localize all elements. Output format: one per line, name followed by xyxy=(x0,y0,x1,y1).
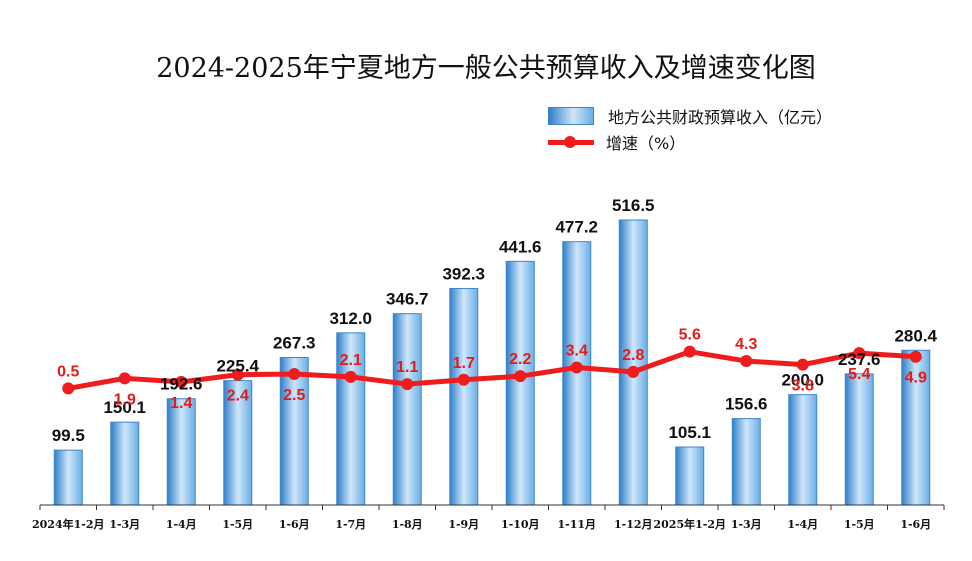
bar-14 xyxy=(844,373,874,506)
legend-label-revenue: 地方公共财政预算收入（亿元） xyxy=(608,108,833,127)
legend-item-revenue: 地方公共财政预算收入（亿元） xyxy=(548,104,832,128)
growth-line xyxy=(67,349,916,391)
bar-value-label-5: 312.0 xyxy=(329,309,372,328)
growth-point-8 xyxy=(514,370,527,383)
bar-0 xyxy=(53,449,83,506)
x-tick-label: 1-4月 xyxy=(166,518,197,531)
growth-point-5 xyxy=(344,370,357,383)
bar-value-label-3: 225.4 xyxy=(216,357,259,376)
growth-value-label-1: 1.9 xyxy=(114,391,136,408)
legend-bar-swatch xyxy=(548,107,594,125)
bar-value-label-9: 477.2 xyxy=(555,218,598,237)
bar-5 xyxy=(336,332,366,506)
x-tick-label: 1-4月 xyxy=(787,518,818,531)
growth-point-7 xyxy=(457,373,470,386)
growth-point-9 xyxy=(570,361,583,374)
growth-point-4 xyxy=(288,368,301,380)
legend-item-growth: 增速（%） xyxy=(548,130,832,154)
legend-line-swatch xyxy=(548,134,594,150)
bar-4 xyxy=(279,357,309,506)
bar-value-label-1: 150.1 xyxy=(103,398,146,417)
x-tick-label: 2024年1-2月 xyxy=(32,517,105,531)
bar-2 xyxy=(166,398,196,506)
x-tick-label: 1-6月 xyxy=(900,518,931,531)
x-tick-label: 1-11月 xyxy=(557,518,596,531)
growth-value-label-13: 3.8 xyxy=(792,378,814,395)
growth-value-label-14: 5.4 xyxy=(848,366,870,383)
growth-point-2 xyxy=(175,375,188,388)
x-tick-label: 1-7月 xyxy=(335,518,366,531)
bar-13 xyxy=(788,394,818,506)
growth-point-11 xyxy=(683,345,696,358)
growth-value-label-15: 4.9 xyxy=(905,370,927,387)
x-tick-label: 2025年1-2月 xyxy=(654,517,727,531)
bar-value-label-8: 441.6 xyxy=(499,237,542,256)
x-tick-label: 1-8月 xyxy=(392,518,423,531)
growth-value-label-8: 2.2 xyxy=(509,351,531,368)
bar-value-label-4: 267.3 xyxy=(273,334,316,353)
bar-value-label-10: 516.5 xyxy=(612,196,655,215)
bar-value-label-13: 200.0 xyxy=(781,371,824,390)
bar-12 xyxy=(731,418,761,506)
bar-value-label-0: 99.5 xyxy=(52,426,85,445)
bar-value-label-14: 237.6 xyxy=(838,350,881,369)
growth-point-15 xyxy=(909,350,922,363)
growth-value-label-7: 1.7 xyxy=(453,355,475,372)
x-tick-label: 1-3月 xyxy=(731,518,762,531)
bar-8 xyxy=(505,260,535,506)
bar-value-label-2: 192.6 xyxy=(160,375,203,394)
bar-6 xyxy=(392,313,422,506)
growth-point-3 xyxy=(231,368,244,381)
growth-point-14 xyxy=(853,347,866,360)
growth-value-label-2: 1.4 xyxy=(170,395,192,412)
growth-value-label-5: 2.1 xyxy=(340,352,362,369)
growth-value-label-10: 2.8 xyxy=(622,347,644,364)
growth-value-label-4: 2.5 xyxy=(283,387,305,404)
chart-title: 2024-2025年宁夏地方一般公共预算收入及增速变化图 xyxy=(156,53,816,84)
x-tick-label: 1-5月 xyxy=(844,518,875,531)
bar-7 xyxy=(449,288,479,506)
growth-value-label-12: 4.3 xyxy=(735,336,757,353)
x-tick-label: 1-12月 xyxy=(614,518,653,531)
bar-10 xyxy=(618,219,648,506)
bar-11 xyxy=(675,446,705,506)
x-tick-label: 1-6月 xyxy=(279,518,310,531)
growth-value-label-3: 2.4 xyxy=(227,388,249,405)
bar-value-label-12: 156.6 xyxy=(725,395,768,414)
legend: 地方公共财政预算收入（亿元） 增速（%） xyxy=(548,104,832,156)
bar-value-label-6: 346.7 xyxy=(386,290,429,309)
growth-point-1 xyxy=(118,372,131,385)
bar-3 xyxy=(223,380,253,506)
x-tick-label: 1-9月 xyxy=(448,518,479,531)
growth-point-12 xyxy=(740,355,753,368)
x-tick-label: 1-10月 xyxy=(501,518,540,531)
growth-value-label-6: 1.1 xyxy=(396,359,418,376)
growth-value-label-0: 0.5 xyxy=(57,363,79,380)
growth-point-0 xyxy=(62,382,75,395)
growth-point-10 xyxy=(627,365,640,378)
x-tick-label: 1-5月 xyxy=(222,518,253,531)
legend-label-growth: 增速（%） xyxy=(606,134,686,153)
bar-value-label-7: 392.3 xyxy=(442,265,485,284)
bar-15 xyxy=(901,349,931,506)
bar-1 xyxy=(110,421,140,506)
x-tick-label: 1-3月 xyxy=(109,518,140,531)
bar-value-label-11: 105.1 xyxy=(668,423,711,442)
growth-value-label-9: 3.4 xyxy=(566,343,588,360)
bar-value-label-15: 280.4 xyxy=(894,326,937,345)
growth-value-label-11: 5.6 xyxy=(679,327,701,344)
growth-point-13 xyxy=(796,358,809,371)
growth-point-6 xyxy=(401,378,414,391)
